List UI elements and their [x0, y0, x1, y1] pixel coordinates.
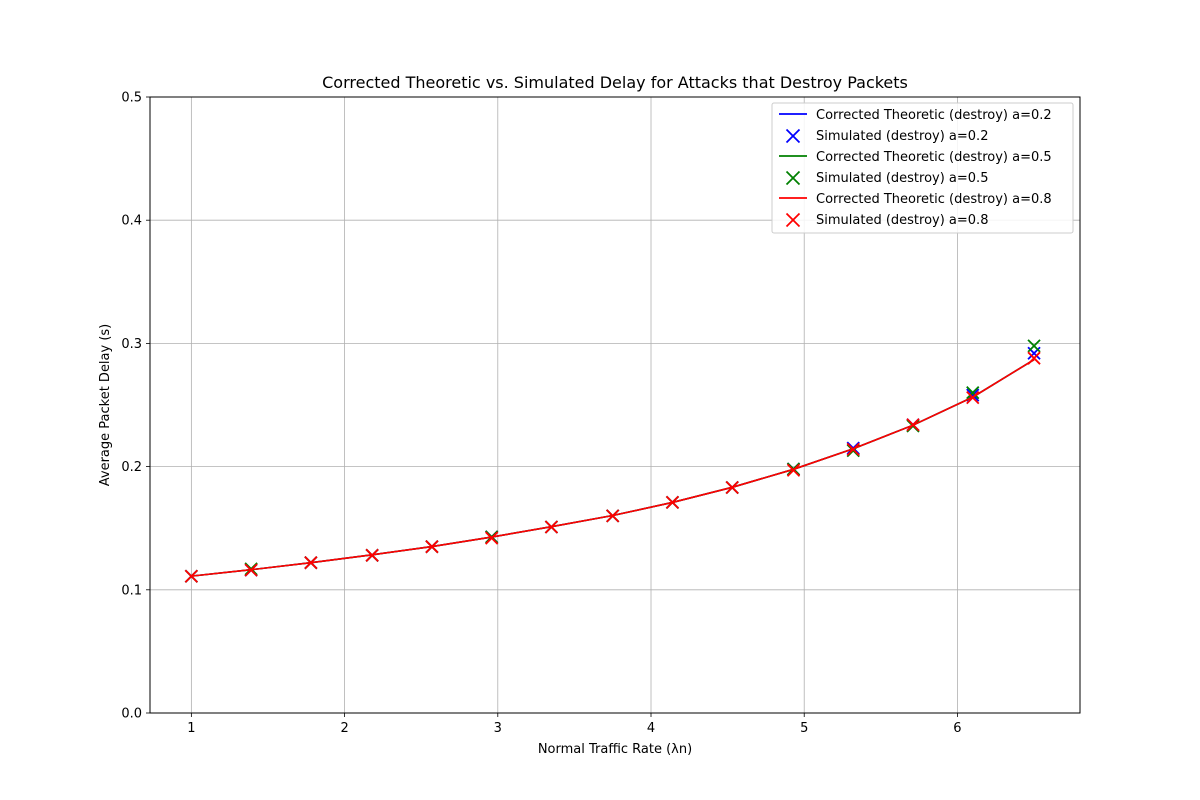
legend: Corrected Theoretic (destroy) a=0.2 Simul…: [771, 102, 1074, 234]
data-point-marker: [1027, 339, 1041, 353]
legend-marker-swatch: [785, 170, 801, 186]
legend-box: [771, 102, 1074, 234]
data-point-marker: [966, 386, 980, 400]
y-tick-label: 0.0: [121, 707, 142, 722]
legend-marker-swatch: [785, 128, 801, 144]
y-tick-label: 0.2: [121, 460, 142, 475]
data-point-marker: [906, 418, 920, 432]
legend-label: Simulated (destroy) a=0.2: [816, 129, 988, 144]
data-point-marker: [725, 480, 739, 495]
x-tick-label: 5: [800, 721, 808, 736]
data-point-marker: [966, 390, 980, 405]
data-point-marker: [365, 548, 379, 562]
legend-label: Corrected Theoretic (destroy) a=0.5: [816, 150, 1052, 165]
legend-marker-swatch: [785, 212, 801, 228]
data-point-marker: [846, 442, 860, 456]
data-point-marker: [485, 531, 499, 545]
x-tick-label: 3: [494, 721, 502, 736]
legend-entry: Corrected Theoretic (destroy) a=0.5: [779, 150, 1052, 165]
y-tick-label: 0.5: [121, 91, 142, 106]
legend-entry: Simulated (destroy) a=0.5: [785, 170, 988, 186]
axis-ticks: 1 2 3 4 5 6 0.0 0.1 0.2 0.3 0.4 0.5: [121, 91, 961, 737]
y-axis-label: Average Packet Delay (s): [98, 324, 113, 487]
x-tick-label: 6: [953, 721, 961, 736]
chart-title: Corrected Theoretic vs. Simulated Delay …: [322, 73, 908, 92]
series-5: [184, 351, 1041, 583]
legend-label: Simulated (destroy) a=0.5: [816, 171, 988, 186]
legend-entry: Simulated (destroy) a=0.2: [785, 128, 988, 144]
x-axis-label: Normal Traffic Rate (λn): [538, 742, 692, 757]
legend-label: Corrected Theoretic (destroy) a=0.2: [816, 108, 1052, 123]
y-tick-label: 0.1: [121, 583, 142, 598]
data-point-marker: [786, 463, 801, 477]
data-point-marker: [425, 540, 439, 554]
data-point-marker: [304, 556, 318, 570]
y-tick-label: 0.4: [121, 214, 142, 229]
x-tick-label: 4: [647, 721, 655, 736]
data-point-marker: [544, 520, 559, 534]
legend-label: Simulated (destroy) a=0.8: [816, 213, 988, 228]
plot-series: [184, 339, 1041, 583]
data-point-marker: [665, 495, 680, 509]
x-tick-label: 1: [187, 721, 195, 736]
data-point-marker: [184, 569, 199, 583]
legend-entry: Corrected Theoretic (destroy) a=0.8: [779, 192, 1052, 207]
data-point-marker: [606, 509, 620, 523]
plot-frame: [149, 96, 1081, 714]
data-point-marker: [1027, 351, 1041, 365]
y-tick-label: 0.3: [121, 337, 142, 352]
legend-entry: Simulated (destroy) a=0.8: [785, 212, 988, 228]
x-tick-label: 2: [340, 721, 348, 736]
legend-label: Corrected Theoretic (destroy) a=0.8: [816, 192, 1052, 207]
legend-entry: Corrected Theoretic (destroy) a=0.2: [779, 108, 1052, 123]
data-point-marker: [244, 563, 258, 577]
